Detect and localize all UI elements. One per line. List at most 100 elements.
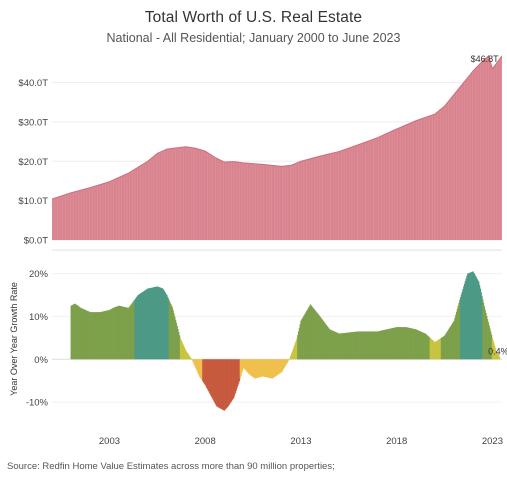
growth-bar [195,359,197,368]
growth-bar [297,331,300,360]
growth-bar [333,331,336,360]
growth-bar [328,328,330,360]
growth-bar [291,351,293,360]
growth-bar [109,309,111,360]
growth-bar [439,338,441,360]
growth-bar [312,307,314,360]
top-panel-annotations: $46.8T [471,54,500,64]
growth-bar [259,359,261,378]
growth-bar [76,304,78,360]
growth-bar [329,329,332,360]
growth-bar [70,305,72,360]
growth-bar [447,330,449,360]
growth-bar [432,340,434,360]
growth-bar [252,359,254,378]
growth-bar [211,359,213,397]
growth-bar [302,316,304,360]
growth-bar [74,303,76,360]
growth-bar [116,306,118,360]
growth-bar [307,308,309,360]
growth-bar [262,359,265,377]
growth-bar [93,312,95,360]
growth-bar [453,320,455,360]
growth-bar [79,307,81,360]
growth-bar [284,359,286,367]
bottom-panel-annotations: 0.4% [488,347,507,357]
growth-bar [121,306,123,360]
growth-bar [104,310,107,360]
growth-bar [155,286,157,360]
growth-bar [463,286,465,360]
growth-bar [490,331,492,360]
growth-bar [325,325,328,360]
growth-bar [120,306,122,360]
growth-bar [439,338,442,360]
growth-bar [150,287,152,360]
growth-bar [156,286,158,360]
growth-bar [419,331,421,360]
y-axis-label: Year Over Year Growth Rate [9,282,19,396]
growth-bar [448,328,450,360]
growth-bar [382,330,384,360]
growth-bar [329,329,331,360]
growth-bar [82,308,84,360]
growth-bar [340,333,342,360]
growth-bar [229,359,231,404]
growth-bar [297,335,299,360]
growth-bar [487,319,489,360]
growth-bar [471,271,474,360]
growth-bar [153,287,155,360]
chart-subtitle: National - All Residential; January 2000… [106,31,401,45]
growth-bar [483,306,486,360]
growth-bar [324,322,326,360]
growth-bar [400,327,402,360]
growth-bar [404,327,407,360]
growth-bar [167,296,169,360]
bottom-y-tick-label: -10% [26,398,49,409]
growth-bar [248,359,250,375]
growth-bar [218,359,221,409]
growth-bar [393,327,395,360]
growth-bar [258,359,260,378]
growth-bar [254,359,257,379]
growth-bar [321,318,323,360]
x-tick-label: 2018 [386,436,407,447]
growth-bar [317,314,320,360]
growth-bar [199,359,201,377]
growth-bar [321,319,324,360]
growth-bar [309,304,312,360]
growth-bar [301,319,303,360]
growth-bar [85,310,87,360]
growth-bar [349,332,351,360]
growth-bar [362,331,364,360]
growth-bar [236,359,238,389]
growth-bar [327,327,329,360]
growth-bar [186,351,188,360]
growth-bar [161,288,163,360]
growth-bar [142,291,144,360]
growth-bar [412,328,414,360]
growth-bar [172,310,174,360]
growth-bar [237,359,239,386]
growth-bar [436,341,438,360]
growth-bar [231,359,233,401]
growth-bar [181,341,183,360]
growth-bar [482,299,484,360]
growth-bar [134,299,136,360]
growth-bar [133,300,135,360]
growth-bar [308,307,310,360]
growth-bar [89,312,91,360]
growth-bar [275,359,277,376]
growth-bar [392,327,395,360]
growth-bar [123,306,125,360]
growth-bar [77,306,79,360]
growth-bar [381,330,383,360]
growth-bar [334,331,336,360]
growth-bar [179,338,182,360]
growth-bar [170,303,172,360]
growth-bar [216,359,218,407]
growth-bar [188,355,190,360]
growth-bar [421,332,423,360]
growth-bar [140,292,142,360]
growth-bar [475,277,478,360]
